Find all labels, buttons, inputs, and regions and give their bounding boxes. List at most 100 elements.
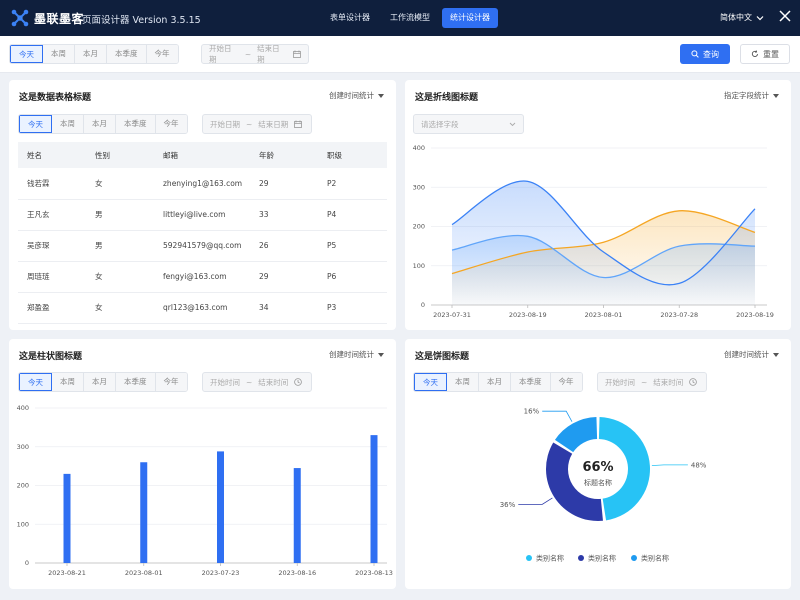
period-quarter[interactable]: 本季度 [107,45,147,63]
language-label: 简体中文 [720,13,752,22]
column-header-name[interactable]: 姓名 [18,142,86,168]
reset-label: 重置 [763,49,779,59]
bar-panel-stat-dropdown[interactable]: 创建时间统计 [329,349,384,360]
period-today[interactable]: 今天 [10,45,43,63]
bar-period-month[interactable]: 本月 [84,373,116,391]
table-period-month[interactable]: 本月 [84,115,116,133]
cell-age: 29 [250,261,318,293]
chevron-down-icon [509,122,516,126]
table-period-year[interactable]: 今年 [155,115,187,133]
table-row[interactable]: 周琏琏 女 fengyi@163.com 29 P6 [18,261,387,293]
cell-email: fengyi@163.com [154,261,250,293]
bar-x-tick-label: 2023-08-13 [355,569,393,577]
tab-statistics-designer[interactable]: 统计设计器 [442,8,498,28]
field-select[interactable]: 请选择字段 [413,114,524,134]
column-header-level[interactable]: 职级 [318,142,387,168]
language-selector[interactable]: 简体中文 [720,12,764,23]
pie-end-time: 结束时间 [653,377,684,387]
field-select-placeholder: 请选择字段 [421,119,459,129]
pie-label-leader [651,464,688,467]
line-y-tick-label: 0 [421,301,425,309]
pie-panel-stat-dropdown[interactable]: 创建时间统计 [724,349,779,360]
bar-y-tick-label: 400 [17,404,29,412]
tab-form-designer[interactable]: 表单设计器 [330,13,370,22]
bar-time-separator: ~ [246,377,253,387]
table-panel-stat-label: 创建时间统计 [329,91,374,100]
data-table: 姓名 性别 邮箱 年龄 职级 钱若霖 女 zhenying1@163.com 2… [18,142,387,324]
bar-x-tick-label: 2023-07-23 [202,569,240,577]
pie-slice [598,417,651,521]
cell-level: P5 [318,230,387,262]
pie-panel-title: 这是饼图标题 [415,352,470,362]
start-date: 开始日期 [209,44,232,64]
table-header-row: 姓名 性别 邮箱 年龄 职级 [18,142,387,168]
pie-center-value: 66% [582,460,613,475]
cell-name: 王凡玄 [18,199,86,231]
table-row[interactable]: 钱若霖 女 zhenying1@163.com 29 P2 [18,168,387,200]
pie-legend-marker [526,555,532,561]
chevron-down-icon [756,15,764,20]
query-button[interactable]: 查询 [680,44,730,64]
period-week[interactable]: 本周 [43,45,75,63]
cell-gender: 男 [86,230,154,262]
top-bar: 墨联墨客 页面设计器 Version 3.5.15 表单设计器 工作流模型 统计… [0,0,800,36]
bar-period-today[interactable]: 今天 [19,373,52,391]
line-panel-stat-label: 指定字段统计 [724,91,769,100]
line-chart: 0 100 200 300 400 2023-07-31 2023-08-19 2023-08… [413,144,774,319]
bar-period-week[interactable]: 本周 [52,373,84,391]
bar [140,462,148,563]
bar-period-year[interactable]: 今年 [155,373,187,391]
table-period-today[interactable]: 今天 [19,115,52,133]
cell-gender: 女 [86,292,154,324]
table-start-date: 开始日期 [210,119,240,129]
table-row[interactable]: 郑盈盈 女 qrl123@163.com 34 P3 [18,292,387,324]
reset-button[interactable]: 重置 [740,44,790,64]
close-icon[interactable] [778,9,792,23]
table-row[interactable]: 王凡玄 男 littleyi@live.com 33 P4 [18,199,387,231]
line-series-line [451,180,756,286]
cell-name: 吴彦琛 [18,230,86,262]
table-end-date: 结束日期 [258,119,289,129]
bar-x-tick-label: 2023-08-21 [48,569,86,577]
date-range-picker[interactable]: 开始日期 ~ 结束日期 [201,44,309,64]
pie-period-week[interactable]: 本周 [447,373,479,391]
line-x-tick-label: 2023-08-19 [509,311,547,319]
table-period-quarter[interactable]: 本季度 [116,115,156,133]
period-month[interactable]: 本月 [75,45,107,63]
table-panel-stat-dropdown[interactable]: 创建时间统计 [329,90,384,101]
bar [370,435,378,563]
pie-period-month[interactable]: 本月 [479,373,511,391]
pie-period-year[interactable]: 今年 [550,373,582,391]
line-y-tick-label: 400 [413,144,425,152]
column-header-gender[interactable]: 性别 [86,142,154,168]
line-panel-stat-dropdown[interactable]: 指定字段统计 [724,90,779,101]
bar-period-quarter[interactable]: 本季度 [116,373,156,391]
bar-panel-title: 这是柱状图标题 [19,352,83,362]
table-date-separator: ~ [246,119,253,129]
bar-time-range[interactable]: 开始时间 ~ 结束时间 [202,372,312,392]
pie-period-quarter[interactable]: 本季度 [511,373,551,391]
pie-slice [554,417,598,453]
search-icon [691,50,699,58]
column-header-age[interactable]: 年龄 [250,142,318,168]
cell-age: 26 [250,230,318,262]
table-period-week[interactable]: 本周 [52,115,84,133]
table-date-range[interactable]: 开始日期 ~ 结束日期 [202,114,312,134]
tab-workflow-model[interactable]: 工作流模型 [390,13,430,22]
period-year[interactable]: 今年 [146,45,178,63]
clock-icon [689,378,698,386]
pie-legend-marker [631,555,637,561]
cell-level: P4 [318,199,387,231]
table-row[interactable]: 吴彦琛 男 592941579@qq.com 26 P5 [18,230,387,262]
caret-down-icon [773,352,779,357]
pie-period-today[interactable]: 今天 [414,373,447,391]
clock-icon [294,378,303,386]
end-date: 结束日期 [257,44,280,64]
cell-name: 钱若霖 [18,168,86,200]
column-header-email[interactable]: 邮箱 [154,142,250,168]
cell-level: P2 [318,168,387,200]
pie-time-range[interactable]: 开始时间 ~ 结束时间 [597,372,707,392]
line-series-area [452,181,755,305]
line-y-tick-label: 200 [413,223,425,231]
